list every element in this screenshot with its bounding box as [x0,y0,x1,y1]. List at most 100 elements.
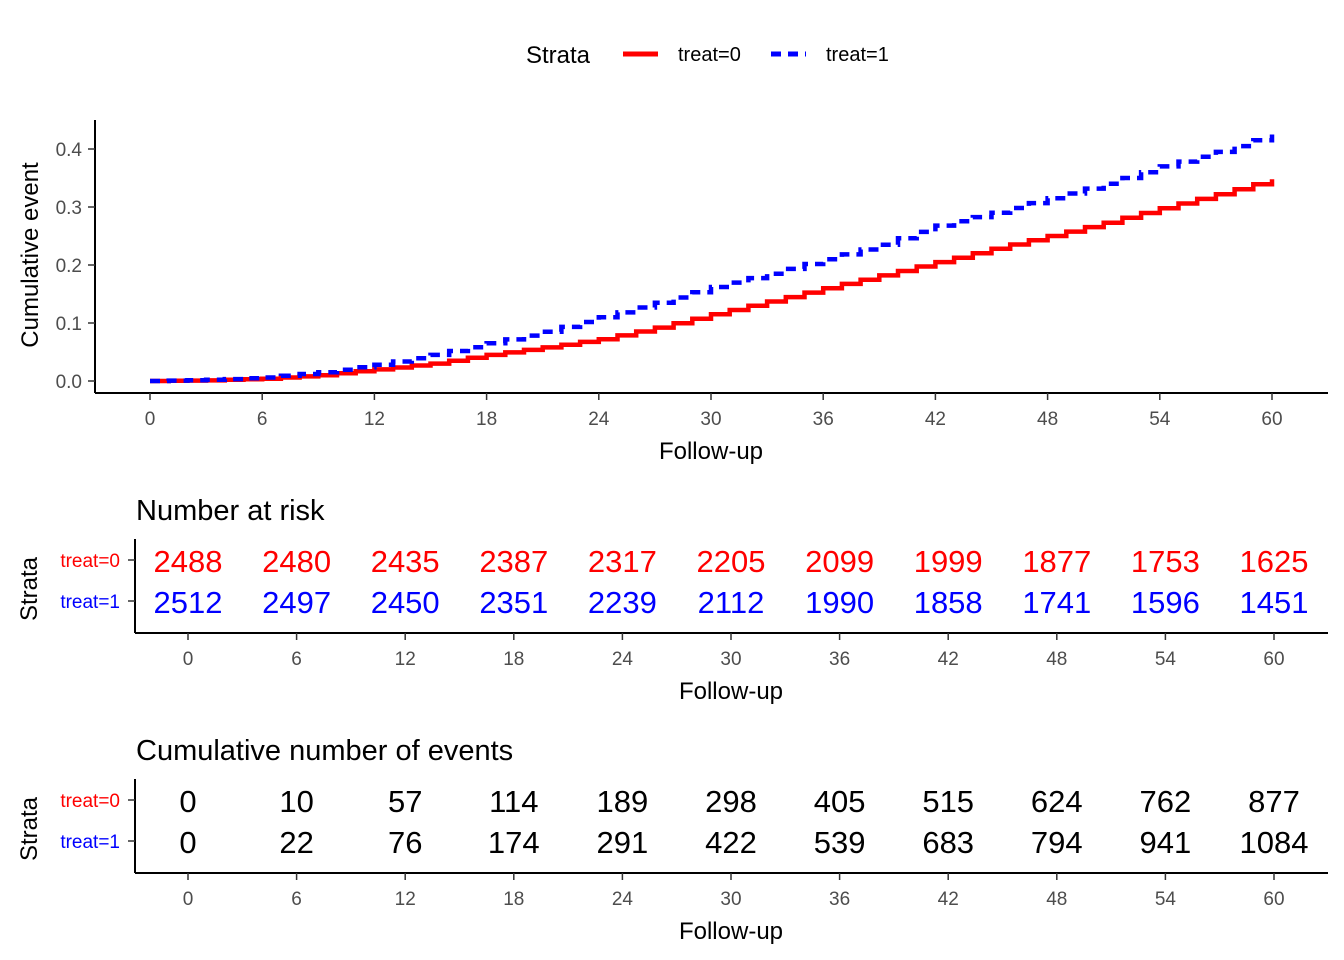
main-x-tick-label: 0 [145,409,156,430]
events-x-tick-label: 42 [938,889,959,910]
risk-cell: 2239 [588,585,657,620]
risk-x-tick-label: 36 [829,649,850,670]
events-x-tick-label: 24 [612,889,634,910]
events-x-tick-label: 36 [829,889,850,910]
risk-cell: 1596 [1131,585,1200,620]
events-x-tick-label: 6 [291,889,302,910]
risk-x-tick-label: 60 [1263,649,1284,670]
main-x-tick-label: 36 [813,409,834,430]
series-line-treat1 [150,134,1275,384]
risk-cell: 2387 [479,544,548,579]
events-cell: 174 [488,825,540,860]
events-cell: 57 [388,784,422,819]
risk-x-tick-label: 30 [720,649,741,670]
risk-x-tick-label: 24 [612,649,634,670]
risk-cell: 2488 [154,544,223,579]
events-cell: 189 [597,784,649,819]
risk-row-label: treat=1 [60,592,120,613]
events-cell: 298 [705,784,757,819]
risk-table-body: treat=0 2488 2480 2435 2387 2317 2205 2099 1999 1… [60,539,1328,670]
events-x-tick-label: 60 [1263,889,1284,910]
main-x-tick-label: 18 [476,409,497,430]
events-cell: 539 [814,825,866,860]
events-cell: 10 [279,784,313,819]
main-y-tick-label: 0.1 [56,314,82,335]
events-cell: 624 [1031,784,1083,819]
main-x-tick-label: 30 [700,409,721,430]
events-cell: 76 [388,825,422,860]
events-x-axis-title: Follow-up [679,918,783,945]
main-x-tick-label: 12 [364,409,385,430]
cumulative-event-plot: 0 6 12 18 24 30 36 42 48 54 60 0.0 0.1 0.2 0.3 0.4 Cumu… [17,120,1328,465]
risk-cell: 1858 [914,585,983,620]
events-x-tick-label: 30 [720,889,741,910]
events-cell: 291 [597,825,649,860]
events-cell: 683 [922,825,974,860]
main-y-axis-title: Cumulative event [17,162,44,348]
risk-cell: 2205 [697,544,766,579]
main-x-tick-label: 54 [1149,409,1171,430]
events-table-body: treat=0 0 10 57 114 189 298 405 515 624 762 877trea… [60,779,1328,910]
events-cell: 515 [922,784,974,819]
main-x-tick-label: 42 [925,409,946,430]
risk-cell: 2351 [479,585,548,620]
events-cell: 0 [179,784,196,819]
events-x-tick-label: 48 [1046,889,1067,910]
risk-cell: 2435 [371,544,440,579]
events-cell: 114 [489,784,538,819]
events-cell: 405 [814,784,866,819]
main-x-tick-label: 48 [1037,409,1058,430]
risk-cell: 2450 [371,585,440,620]
risk-cell: 1753 [1131,544,1200,579]
risk-table: Number at risk treat=0 2488 2480 2435 2387 23… [16,495,1328,705]
main-y-tick-label: 0.4 [56,140,83,161]
risk-row-label: treat=0 [60,551,120,572]
main-series [150,134,1275,384]
main-axes: 0 6 12 18 24 30 36 42 48 54 60 0.0 0.1 0.2 0.3 0.4 [56,120,1328,430]
risk-cell: 2317 [588,544,657,579]
series-line-treat0 [150,179,1275,384]
events-row-label: treat=0 [60,791,120,812]
risk-cell: 1451 [1240,585,1309,620]
risk-cell: 2512 [154,585,223,620]
legend-title: Strata [526,42,591,69]
risk-cell: 1999 [914,544,983,579]
events-cell: 877 [1248,784,1300,819]
risk-x-tick-label: 0 [183,649,194,670]
events-x-tick-label: 12 [395,889,416,910]
risk-cell: 1877 [1022,544,1091,579]
events-cell: 1084 [1240,825,1309,860]
events-y-axis-title: Strata [16,796,43,861]
main-x-tick-label: 60 [1261,409,1282,430]
events-table: Cumulative number of events treat=0 0 10 57… [16,735,1328,945]
risk-cell: 2112 [698,585,765,620]
main-x-tick-label: 24 [588,409,610,430]
risk-x-tick-label: 42 [938,649,959,670]
risk-cell: 2480 [262,544,331,579]
events-x-tick-label: 54 [1155,889,1177,910]
risk-x-tick-label: 12 [395,649,416,670]
events-cell: 422 [705,825,757,860]
risk-x-tick-label: 54 [1155,649,1177,670]
risk-y-axis-title: Strata [16,556,43,621]
risk-table-title: Number at risk [136,495,325,527]
risk-cell: 1625 [1240,544,1309,579]
risk-cell: 1990 [805,585,874,620]
risk-cell: 1741 [1022,585,1091,620]
risk-x-tick-label: 6 [291,649,302,670]
events-cell: 22 [279,825,313,860]
events-cell: 0 [179,825,196,860]
events-cell: 794 [1031,825,1083,860]
main-y-tick-label: 0.2 [56,256,82,277]
main-y-tick-label: 0.3 [56,198,82,219]
legend-label-treat1: treat=1 [826,44,889,66]
events-cell: 762 [1140,784,1192,819]
legend-label-treat0: treat=0 [678,44,741,66]
events-x-tick-label: 18 [503,889,524,910]
events-cell: 941 [1140,825,1192,860]
events-x-tick-label: 0 [183,889,194,910]
events-table-title: Cumulative number of events [136,735,513,767]
main-x-axis-title: Follow-up [659,438,763,465]
